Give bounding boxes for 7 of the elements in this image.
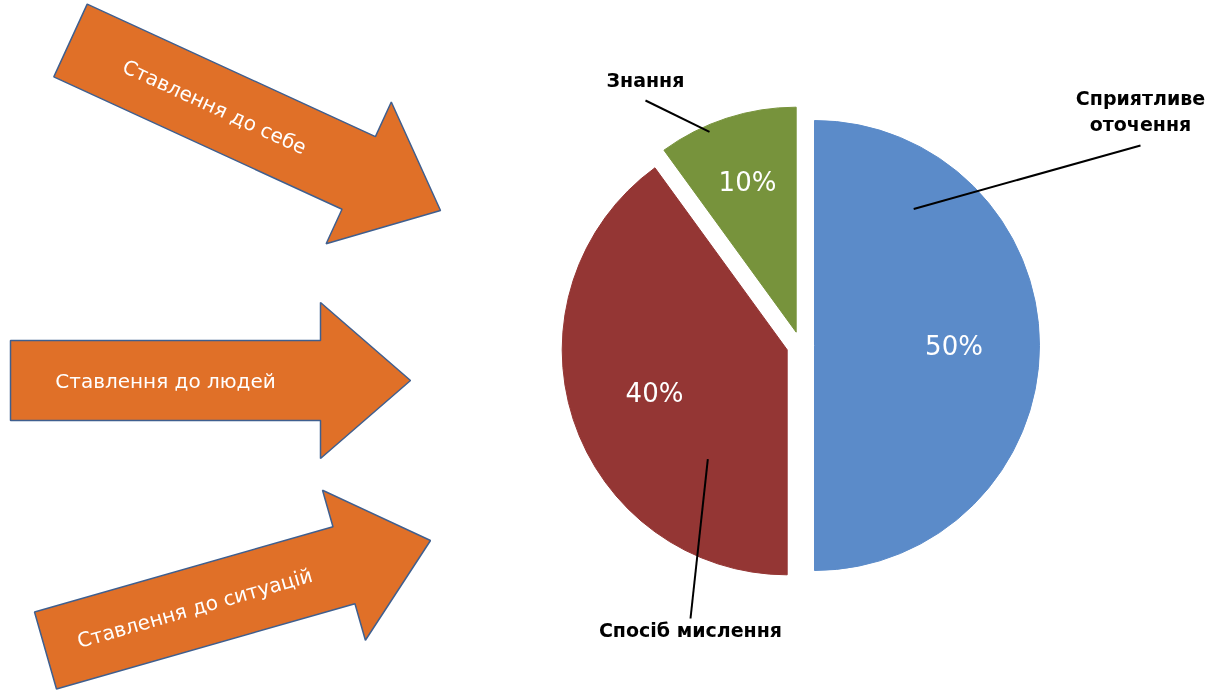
data-label: 10% [718, 167, 777, 198]
slice-label: Сприятливе оточення [1075, 87, 1206, 136]
text: Ставлення до людей [55, 368, 276, 393]
data-label: 50% [925, 330, 983, 361]
slice-label: Спосіб мислення [598, 618, 783, 641]
slice-label: Знання [606, 68, 685, 91]
data-label: 40% [625, 377, 684, 408]
